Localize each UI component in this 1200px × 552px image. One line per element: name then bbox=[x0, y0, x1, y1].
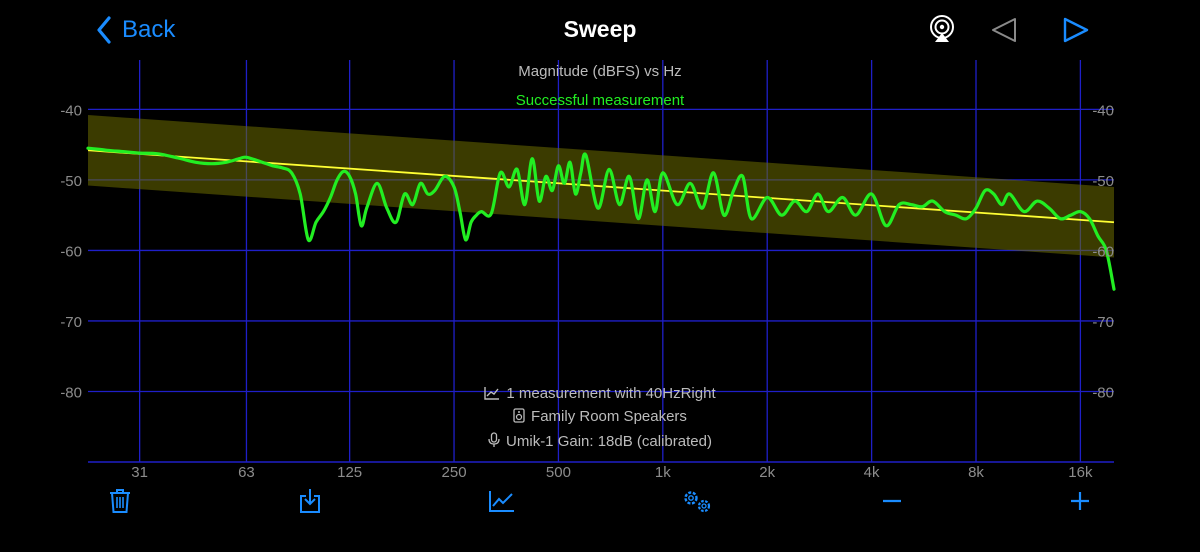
chart-title: Magnitude (dBFS) vs Hz bbox=[518, 63, 681, 80]
zoom-out-button[interactable] bbox=[875, 484, 909, 518]
measurement-count-info: 1 measurement with 40HzRight bbox=[0, 385, 1200, 404]
airplay-button[interactable] bbox=[926, 14, 958, 46]
chevron-left-icon bbox=[97, 16, 111, 44]
y-tick-label-right: -80 bbox=[1092, 384, 1114, 401]
gears-icon bbox=[684, 491, 711, 513]
page-title: Sweep bbox=[563, 16, 637, 42]
y-tick-label-right: -60 bbox=[1092, 243, 1114, 260]
x-tick-label: 16k bbox=[1068, 464, 1093, 480]
measurement-count-text: 1 measurement with 40HzRight bbox=[506, 385, 716, 402]
speaker-name-text: Family Room Speakers bbox=[531, 408, 687, 425]
airplay-icon bbox=[930, 15, 954, 42]
microphone-info: Umik-1 Gain: 18dB (calibrated) bbox=[0, 432, 1200, 452]
x-tick-label: 500 bbox=[546, 464, 571, 480]
measurement-curve bbox=[86, 146, 1116, 291]
x-tick-label: 31 bbox=[131, 464, 148, 480]
x-tick-label: 63 bbox=[238, 464, 255, 480]
y-tick-label-left: -80 bbox=[60, 384, 82, 401]
x-tick-label: 8k bbox=[968, 464, 984, 480]
delete-button[interactable] bbox=[103, 484, 137, 518]
previous-button[interactable] bbox=[988, 14, 1020, 46]
y-tick-label-right: -50 bbox=[1092, 173, 1114, 190]
settings-button[interactable] bbox=[680, 484, 714, 518]
x-tick-label: 250 bbox=[442, 464, 467, 480]
graph-button[interactable] bbox=[485, 484, 519, 518]
triangle-right-icon bbox=[1063, 17, 1089, 43]
y-tick-label-left: -40 bbox=[60, 102, 82, 119]
y-tick-label-right: -40 bbox=[1092, 102, 1114, 119]
chart-line-icon bbox=[489, 491, 514, 512]
x-tick-label: 1k bbox=[655, 464, 671, 480]
trash-icon bbox=[110, 489, 130, 513]
speaker-info: Family Room Speakers bbox=[0, 408, 1200, 427]
triangle-left-icon bbox=[992, 18, 1016, 42]
measurement-status: Successful measurement bbox=[516, 92, 685, 109]
microphone-text: Umik-1 Gain: 18dB (calibrated) bbox=[506, 433, 712, 450]
download-icon bbox=[300, 489, 320, 513]
y-tick-label-left: -60 bbox=[60, 243, 82, 260]
navigation-bar: Back Sweep bbox=[0, 0, 1200, 60]
y-tick-label-right: -70 bbox=[1092, 314, 1114, 331]
x-tick-label: 125 bbox=[337, 464, 362, 480]
speaker-icon bbox=[513, 408, 525, 427]
back-button[interactable]: Back bbox=[96, 14, 175, 46]
magnitude-chart[interactable]: -40 -40 -50 -50 -60 -60 -70 -70 -80 -80 31 63 125 250… bbox=[0, 60, 1200, 480]
microphone-icon bbox=[488, 432, 500, 452]
back-label: Back bbox=[122, 16, 176, 43]
save-button[interactable] bbox=[293, 484, 327, 518]
next-button[interactable] bbox=[1060, 14, 1092, 46]
x-tick-label: 2k bbox=[759, 464, 775, 480]
minus-icon bbox=[883, 499, 901, 503]
y-tick-label-left: -70 bbox=[60, 314, 82, 331]
x-tick-label: 4k bbox=[864, 464, 880, 480]
y-tick-label-left: -50 bbox=[60, 173, 82, 190]
plus-icon bbox=[1071, 492, 1089, 510]
zoom-in-button[interactable] bbox=[1063, 484, 1097, 518]
chart-line-icon bbox=[484, 386, 500, 404]
